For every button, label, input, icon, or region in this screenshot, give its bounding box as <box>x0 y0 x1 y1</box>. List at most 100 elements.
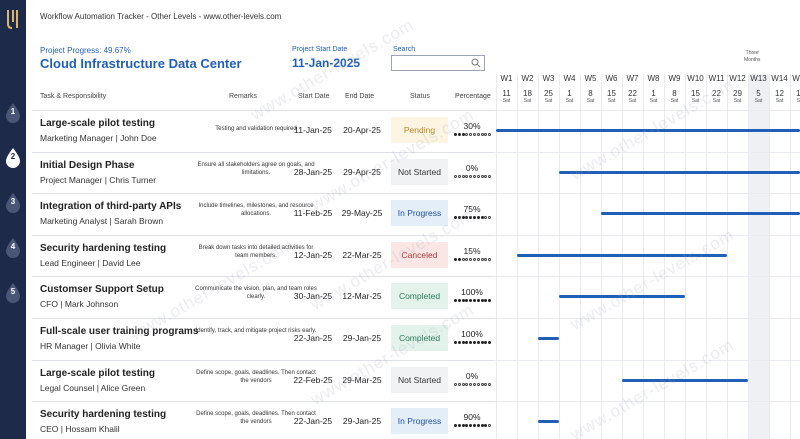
week-day: 5 <box>756 89 761 98</box>
drop-icon <box>6 103 20 123</box>
task-row[interactable]: Full-scale user training programs HR Mana… <box>32 318 494 359</box>
progress-dot <box>484 133 488 136</box>
progress-dot <box>461 257 465 261</box>
task-owner: CFO | Mark Johnson <box>40 299 119 310</box>
step-5[interactable]: 5 <box>4 282 22 304</box>
progress-dot <box>488 174 492 178</box>
status-badge[interactable]: Pending <box>391 117 448 143</box>
task-title: Security hardening testing <box>40 242 167 254</box>
status-badge[interactable]: Not Started <box>391 366 448 393</box>
weekday-name: Sat <box>502 98 511 104</box>
task-row[interactable]: Customser Support Setup CFO | Mark Johnso… <box>32 276 494 317</box>
week-number: W9 <box>668 74 681 83</box>
progress-dot <box>469 133 473 136</box>
task-title: Customser Support Setup <box>40 284 164 296</box>
search-box[interactable] <box>391 55 485 74</box>
progress-dot <box>480 133 484 136</box>
progress-dot <box>476 341 480 344</box>
progress-dot <box>484 299 488 303</box>
progress-dot <box>465 341 469 344</box>
task-title: Full-scale user training programs <box>40 326 199 337</box>
progress-dot <box>461 174 465 178</box>
progress-dot <box>469 424 473 428</box>
search-icon[interactable] <box>471 58 481 68</box>
gantt-week-header: W6 15 Sat <box>601 74 622 104</box>
gantt-bar[interactable] <box>517 253 727 257</box>
task-row[interactable]: Integration of third-party APIs Marketing… <box>32 193 494 234</box>
task-row[interactable]: Initial Design Phase Project Manager | Ch… <box>32 151 494 193</box>
progress-dots <box>454 299 492 303</box>
task-row[interactable]: Large-scale pilot testing Marketing Manag… <box>32 110 494 151</box>
weekday-name: Sat <box>649 98 658 104</box>
website-link[interactable]: www.other-levels.com <box>203 12 282 21</box>
step-4[interactable]: 4 <box>4 237 22 259</box>
week-number: W5 <box>584 74 597 83</box>
task-remarks: Define scope, goals, deadlines. Then con… <box>196 411 316 426</box>
progress-dots <box>454 174 492 179</box>
progress-dot <box>461 341 465 344</box>
step-3[interactable]: 3 <box>4 192 22 214</box>
gantt-week-header: W5 8 Sat <box>580 74 601 104</box>
progress-dot <box>469 299 473 303</box>
progress-dot <box>484 216 488 220</box>
task-row[interactable]: Security hardening testing Lead Engineer … <box>32 234 494 276</box>
progress-dot <box>480 257 484 261</box>
progress-dot <box>480 299 484 303</box>
status-badge[interactable]: Not Started <box>391 158 448 185</box>
progress-dot <box>461 382 465 386</box>
week-day: 18 <box>523 89 532 98</box>
gantt-bar[interactable] <box>496 129 800 132</box>
step-number: 4 <box>10 242 16 251</box>
status-badge[interactable]: Completed <box>391 283 448 310</box>
three-months-line1: Three <box>745 50 759 56</box>
gantt-bar[interactable] <box>622 378 748 382</box>
status-badge[interactable]: In Progress <box>391 200 448 227</box>
project-start-label: Project Start Date <box>292 46 348 53</box>
progress-dot <box>472 133 476 136</box>
progress-dot <box>465 174 469 178</box>
task-remarks: Testing and validation required <box>215 126 297 132</box>
gantt-bar[interactable] <box>601 212 800 216</box>
gantt-bar[interactable] <box>559 295 685 299</box>
gantt-row-separator <box>494 193 800 195</box>
app-title: Workflow Automation Tracker <box>40 12 144 21</box>
week-number: W4 <box>563 74 576 83</box>
project-progress: Project Progress: 49.67% <box>40 46 131 55</box>
week-number: W15 <box>792 74 800 83</box>
gantt-bar[interactable] <box>559 170 800 174</box>
weekday-name: Sat <box>544 98 553 104</box>
gantt-bar[interactable] <box>538 337 559 340</box>
weekday-name: Sat <box>523 98 532 104</box>
task-percentage: 100% <box>461 329 483 339</box>
progress-dot <box>488 133 492 136</box>
gantt-bar[interactable] <box>538 420 559 424</box>
status-badge[interactable]: Canceled <box>391 241 448 268</box>
task-owner: HR Manager | Olivia White <box>40 341 141 351</box>
step-2[interactable]: 2 <box>4 147 22 169</box>
three-months-line2: Months <box>744 57 761 63</box>
gantt-week-header: W13 5 Sat <box>748 74 769 104</box>
gantt-week-header: W3 25 Sat <box>538 74 559 104</box>
gantt-row-separator <box>494 151 800 153</box>
progress-dot <box>472 257 476 261</box>
week-day: 12 <box>775 89 784 98</box>
progress-dot <box>454 424 457 428</box>
task-remarks: Break down tasks into detailed activitie… <box>198 244 314 259</box>
task-start-date: 22-Feb-25 <box>293 374 333 385</box>
search-input[interactable] <box>392 59 470 74</box>
drop-icon <box>6 283 20 303</box>
task-end-date: 29-Mar-25 <box>342 374 382 385</box>
project-start-date[interactable]: 11-Jan-2025 <box>292 56 361 70</box>
gantt-week-header: W9 8 Sat <box>664 74 685 104</box>
task-row[interactable]: Large-scale pilot testing Legal Counsel |… <box>32 359 494 401</box>
step-1[interactable]: 1 <box>4 102 22 124</box>
status-badge[interactable]: Completed <box>391 325 448 351</box>
weekday-name: Sat <box>607 98 616 104</box>
status-badge[interactable]: In Progress <box>391 408 448 435</box>
task-start-date: 22-Jan-25 <box>293 333 333 343</box>
step-number: 1 <box>10 107 16 116</box>
progress-dot <box>472 341 476 344</box>
col-head-percentage: Percentage <box>455 93 491 100</box>
progress-dot <box>457 174 461 178</box>
task-row[interactable]: Security hardening testing CEO | Hossam K… <box>32 401 494 439</box>
